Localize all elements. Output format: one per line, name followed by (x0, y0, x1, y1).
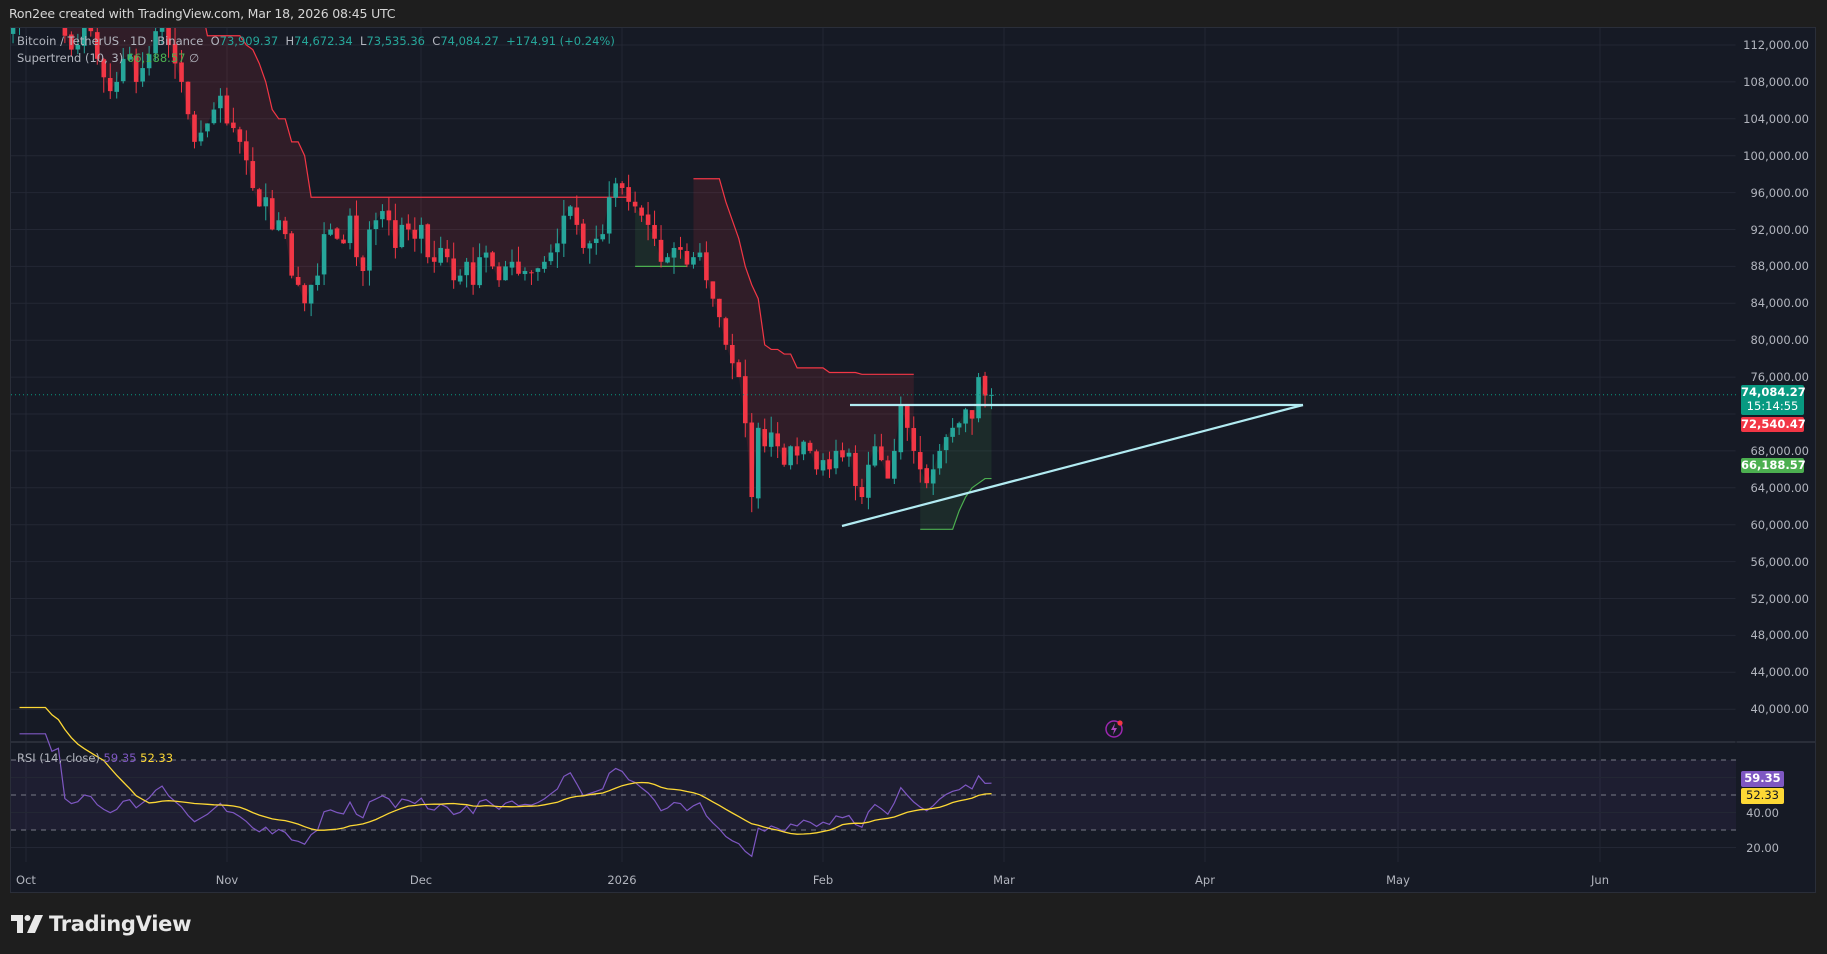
supertrend-legend[interactable]: Supertrend (10, 3) 66,188.57 ∅ (17, 51, 199, 65)
tradingview-logo[interactable]: TradingView (11, 912, 191, 936)
price-tick: 96,000.00 (1750, 185, 1809, 200)
price-tick: 76,000.00 (1750, 370, 1809, 385)
last-price: 74,084.27 (1741, 385, 1806, 399)
time-tick: Jun (1591, 873, 1609, 887)
supertrend-empty-value: ∅ (189, 51, 200, 65)
price-tick: 100,000.00 (1743, 148, 1809, 163)
chart-credit: Ron2ee created with TradingView.com, Mar… (9, 6, 396, 21)
close-value: 74,084.27 (440, 34, 499, 48)
price-tick: 52,000.00 (1750, 591, 1809, 606)
price-tick: 104,000.00 (1743, 111, 1809, 126)
price-tick: 64,000.00 (1750, 480, 1809, 495)
rsi-ma-tag: 52.33 (1741, 788, 1784, 804)
time-tick: May (1386, 873, 1410, 887)
rsi-value: 59.35 (103, 751, 137, 765)
time-tick: 2026 (607, 873, 637, 887)
last-price-tag: 74,084.27 15:14:55 (1741, 385, 1806, 415)
supertrend-label: Supertrend (10, 3) (17, 51, 124, 65)
brand-name: TradingView (49, 912, 192, 936)
rsi-ma-value: 52.33 (140, 751, 174, 765)
price-tick: 92,000.00 (1750, 222, 1809, 237)
time-tick: Oct (16, 873, 36, 887)
supertrend-lower-tag: 66,188.57 (1741, 458, 1806, 473)
bar-countdown: 15:14:55 (1746, 399, 1799, 413)
rsi-tick-20: 20.00 (1746, 841, 1779, 855)
price-tick: 44,000.00 (1750, 665, 1809, 680)
time-tick: Dec (409, 873, 433, 887)
price-tick: 108,000.00 (1743, 74, 1809, 89)
price-tick: 56,000.00 (1750, 554, 1809, 569)
supertrend-value: 66,188.57 (126, 51, 186, 65)
symbol-legend: Bitcoin / TetherUS · 1D · Binance O73,90… (17, 34, 615, 48)
symbol-title[interactable]: Bitcoin / TetherUS · 1D · Binance (17, 34, 204, 48)
price-tick: 68,000.00 (1750, 443, 1809, 458)
high-value: 74,672.34 (294, 34, 353, 48)
time-tick: Apr (1195, 873, 1215, 887)
rsi-value-tag: 59.35 (1741, 771, 1784, 787)
price-tick: 112,000.00 (1743, 38, 1809, 52)
open-value: 73,909.37 (219, 34, 279, 48)
low-value: 73,535.36 (366, 34, 425, 48)
change-value: +174.91 (+0.24%) (506, 34, 615, 48)
chart-frame[interactable] (10, 27, 1816, 893)
price-tick: 48,000.00 (1750, 628, 1809, 643)
price-tick: 60,000.00 (1750, 517, 1809, 532)
lightning-alert-icon[interactable] (1104, 719, 1124, 739)
rsi-label: RSI (14, close) (17, 751, 100, 765)
time-tick: Nov (215, 873, 239, 887)
price-tick: 80,000.00 (1750, 333, 1809, 348)
rsi-tick-40: 40.00 (1746, 806, 1779, 820)
time-tick: Mar (993, 873, 1015, 887)
tradingview-logo-icon (11, 915, 43, 933)
price-tick: 88,000.00 (1750, 259, 1809, 274)
rsi-legend[interactable]: RSI (14, close) 59.35 52.33 (17, 751, 173, 765)
time-tick: Feb (812, 873, 834, 887)
price-tick: 40,000.00 (1750, 702, 1809, 717)
supertrend-upper-tag: 72,540.47 (1741, 417, 1806, 432)
price-tick: 84,000.00 (1750, 296, 1809, 311)
